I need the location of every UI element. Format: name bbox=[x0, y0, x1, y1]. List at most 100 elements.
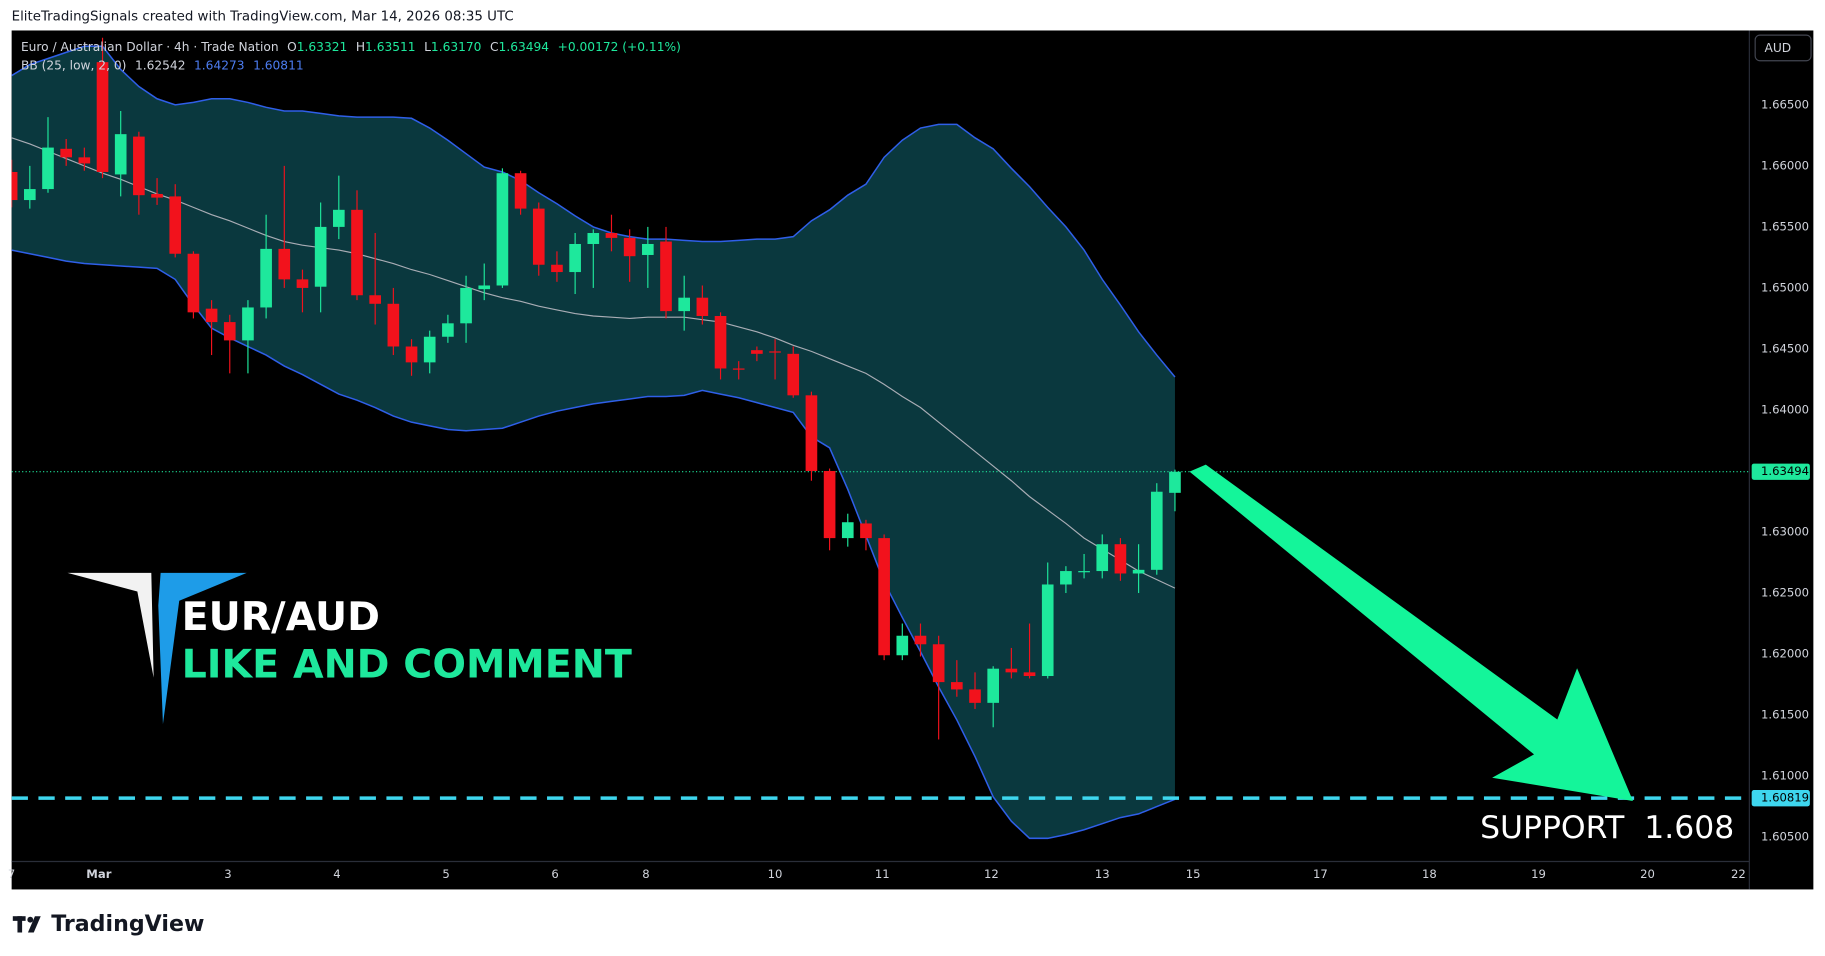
candle-body bbox=[1169, 471, 1181, 493]
x-tick-label: 13 bbox=[1095, 867, 1110, 881]
candle-body bbox=[714, 315, 727, 369]
candle-body bbox=[769, 351, 781, 353]
y-tick-label: 1.65500 bbox=[1761, 219, 1809, 233]
arrow bbox=[1189, 464, 1633, 801]
candle-body bbox=[42, 147, 54, 190]
candle-body bbox=[78, 157, 91, 164]
logo-right bbox=[158, 572, 247, 725]
candle-body bbox=[605, 233, 618, 238]
candle-body bbox=[514, 173, 527, 209]
ohlc-key: L bbox=[424, 39, 431, 53]
candle-body bbox=[969, 689, 981, 703]
candle-body bbox=[405, 346, 418, 363]
x-tick-label: 7 bbox=[8, 867, 15, 881]
candle-body bbox=[133, 136, 145, 196]
candle-body bbox=[623, 237, 636, 257]
candle-body bbox=[496, 173, 509, 286]
candle-body bbox=[1005, 668, 1018, 673]
band-fill bbox=[11, 46, 1175, 839]
x-tick-label: 22 bbox=[1731, 867, 1746, 881]
price-tag bbox=[1751, 463, 1810, 480]
candle-body bbox=[696, 297, 709, 316]
x-tick-label: 19 bbox=[1531, 867, 1546, 881]
logo-stem bbox=[17, 916, 23, 933]
ohlc-key: C bbox=[490, 39, 499, 53]
y-tick-label: 1.61000 bbox=[1761, 769, 1809, 783]
ohlc-key: H bbox=[356, 39, 365, 53]
axes: 1.60500 1.61000 1.61500 1.62000 1.62500 1.630… bbox=[8, 97, 1810, 881]
candle-body bbox=[823, 470, 836, 539]
candle-body bbox=[878, 538, 890, 656]
symbol: Euro / Australian Dollar · 4h · Trade Na… bbox=[21, 39, 279, 53]
candle-body bbox=[896, 635, 909, 656]
x-tick-label: 17 bbox=[1313, 867, 1328, 881]
ohlc-value: 1.63170 bbox=[431, 39, 482, 53]
y-tick-label: 1.62500 bbox=[1761, 586, 1809, 600]
candle-body bbox=[805, 395, 818, 471]
y-tick-label: 1.66000 bbox=[1761, 158, 1809, 172]
basis-line bbox=[11, 137, 1176, 589]
logo-dot bbox=[27, 916, 34, 923]
logo-slash bbox=[27, 916, 41, 933]
x-tick-label: Mar bbox=[86, 867, 111, 881]
currency-button[interactable] bbox=[1754, 34, 1812, 62]
indicator-value: 1.62542 bbox=[135, 58, 186, 72]
brand: TradingView bbox=[51, 911, 204, 937]
x-tick-label: 12 bbox=[984, 867, 999, 881]
currency-label[interactable]: AUD bbox=[1764, 41, 1791, 55]
x-tick-label: 5 bbox=[442, 867, 449, 881]
x-tick-label: 3 bbox=[224, 867, 231, 881]
candle-body bbox=[478, 285, 491, 290]
candle-body bbox=[860, 523, 872, 539]
call-label: LIKE AND COMMENT bbox=[182, 642, 632, 688]
price-tag-label: 1.63494 bbox=[1761, 464, 1809, 478]
support-label: SUPPORT 1.608 bbox=[1480, 810, 1734, 846]
candle-body bbox=[260, 248, 272, 308]
candle-body bbox=[187, 253, 200, 313]
lower-band bbox=[11, 249, 1176, 840]
x-tick-label: 11 bbox=[875, 867, 890, 881]
candle-body bbox=[914, 635, 927, 645]
candle-body bbox=[732, 368, 745, 370]
y-tick-label: 1.60500 bbox=[1761, 830, 1809, 844]
candle-body bbox=[423, 336, 436, 363]
candle-body bbox=[1096, 544, 1109, 572]
candle-body bbox=[1132, 569, 1145, 574]
x-tick-label: 18 bbox=[1422, 867, 1437, 881]
indicator-name: BB (25, low, 2, 0) bbox=[21, 58, 126, 72]
brand-logo bbox=[12, 916, 41, 933]
y-tick-label: 1.66500 bbox=[1761, 97, 1809, 111]
y-tick-label: 1.64000 bbox=[1761, 402, 1809, 416]
x-tick-label: 8 bbox=[642, 867, 649, 881]
x-tick-label: 10 bbox=[768, 867, 783, 881]
upper-band bbox=[11, 45, 1176, 378]
candle-body bbox=[242, 307, 254, 341]
candle-body bbox=[532, 208, 545, 265]
ohlc-key: O bbox=[287, 39, 297, 53]
indicator-value: 1.60811 bbox=[253, 58, 304, 72]
candle-body bbox=[442, 323, 454, 337]
indicator-value: 1.64273 bbox=[194, 58, 245, 72]
candle-body bbox=[932, 644, 945, 683]
candle-body bbox=[1150, 491, 1163, 570]
change: +0.00172 (+0.11%) bbox=[558, 39, 681, 53]
y-tick-label: 1.63000 bbox=[1761, 525, 1809, 539]
candle-body bbox=[951, 682, 963, 690]
indicator-line: BB (25, low, 2, 0) 1.62542 1.64273 1.608… bbox=[21, 58, 304, 72]
candle-body bbox=[278, 248, 291, 280]
caption: EliteTradingSignals created with Trading… bbox=[12, 10, 514, 25]
candle-body bbox=[787, 353, 800, 396]
candle-body bbox=[314, 226, 327, 287]
candle-body bbox=[841, 522, 854, 539]
price-tag-label: 1.60819 bbox=[1761, 791, 1809, 805]
y-tick-label: 1.65000 bbox=[1761, 280, 1809, 294]
x-tick-label: 15 bbox=[1186, 867, 1201, 881]
y-tick-label: 1.61500 bbox=[1761, 708, 1809, 722]
candle-body bbox=[1114, 544, 1127, 574]
candle-body bbox=[369, 295, 381, 304]
candle-body bbox=[333, 209, 345, 227]
candle-body bbox=[587, 233, 600, 244]
candle-body bbox=[351, 209, 363, 296]
ohlc-value: 1.63321 bbox=[297, 39, 348, 53]
